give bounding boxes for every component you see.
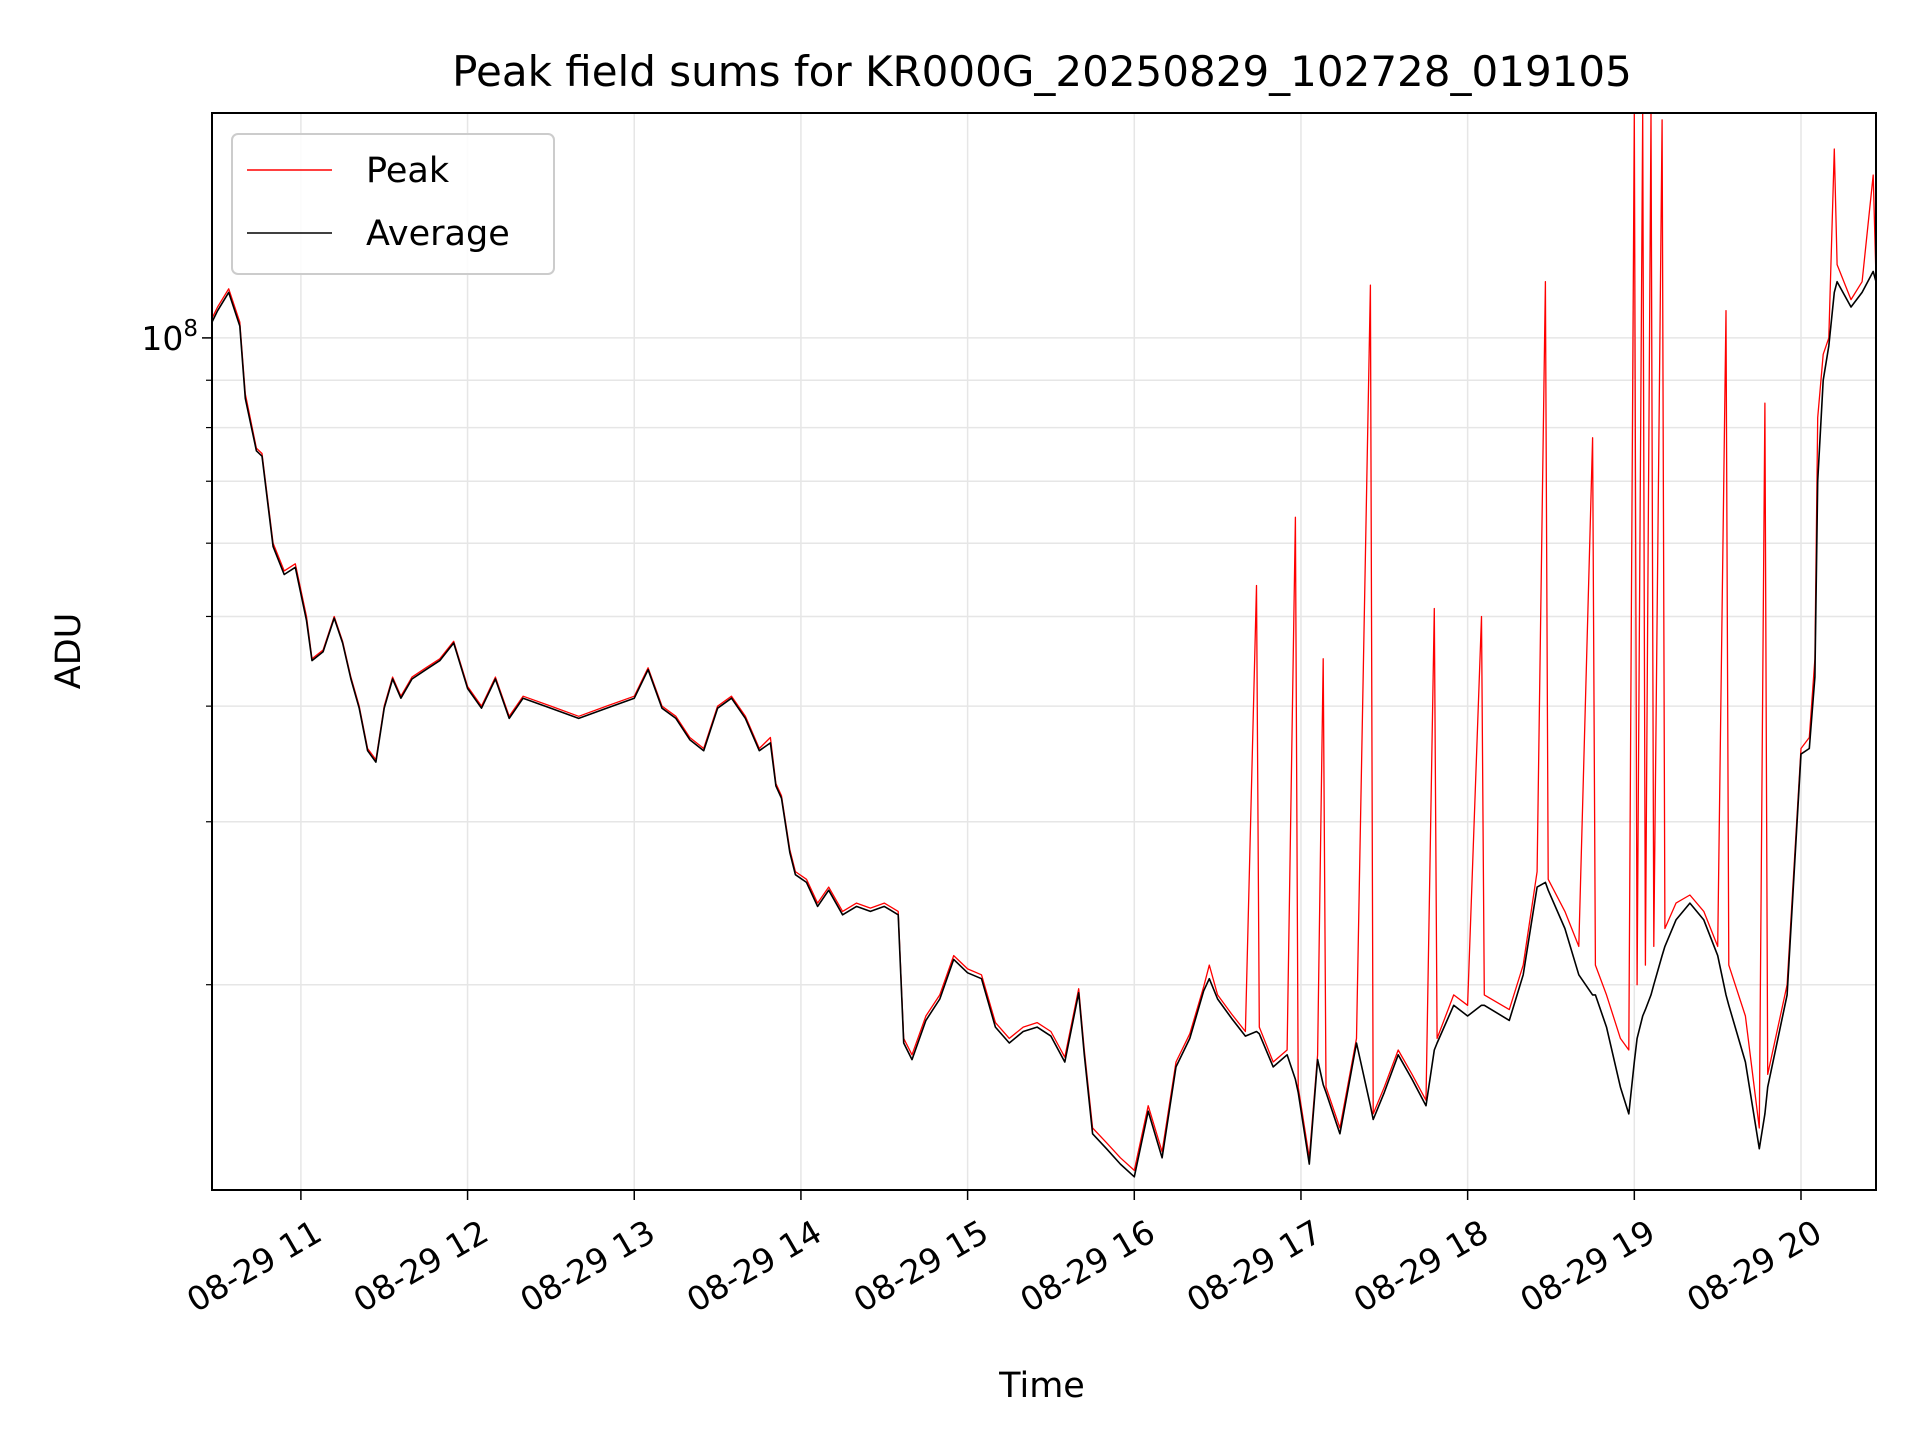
tick-marks [202, 337, 1802, 1200]
y-axis-label: ADU [49, 613, 89, 690]
legend-box [231, 133, 555, 275]
legend: Peak Average [231, 133, 555, 275]
legend-label-peak: Peak [366, 151, 450, 191]
y-tick-label: 108 [141, 316, 198, 358]
series-line-average [211, 270, 1877, 1178]
series-layer [211, 112, 1877, 1178]
y-tick-labels: 108 [141, 316, 198, 358]
chart-title: Peak field sums for KR000G_20250829_1027… [452, 47, 1632, 96]
legend-label-average: Average [366, 214, 510, 254]
plot-frame [211, 112, 1877, 1191]
x-axis-label: Time [998, 1366, 1085, 1406]
